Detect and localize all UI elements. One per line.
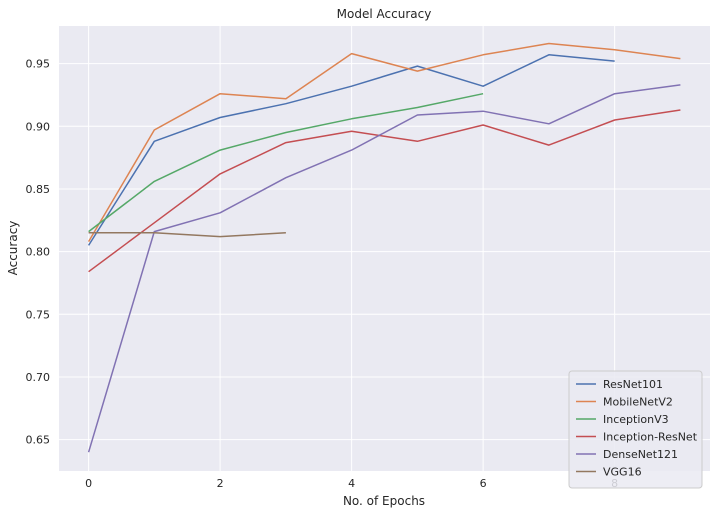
legend-label: ResNet101 [603,378,663,391]
x-tick-labels: 02468 [85,477,618,490]
series-line-inceptionv3 [88,92,484,233]
y-tick-label: 0.90 [26,120,51,133]
y-tick-label: 0.95 [26,58,51,71]
x-tick-label: 2 [217,477,224,490]
chart-title: Model Accuracy [337,7,432,21]
series-lines [87,42,681,453]
y-tick-label: 0.75 [26,308,51,321]
legend-label: VGG16 [603,466,642,479]
x-tick-label: 0 [85,477,92,490]
series-line-inception-resnet [88,109,681,273]
y-tick-label: 0.85 [26,183,51,196]
grid [59,26,710,471]
series-line-densenet121 [87,84,681,453]
y-tick-label: 0.70 [26,371,51,384]
y-axis-label: Accuracy [6,221,20,276]
x-axis-label: No. of Epochs [343,494,425,508]
y-tick-label: 0.80 [26,246,51,259]
y-tick-labels: 0.65 0.70 0.75 0.80 0.85 0.90 0.95 [26,58,51,447]
legend-label: InceptionV3 [603,413,669,426]
series-line-mobilenetv2 [87,42,681,242]
legend: ResNet101 MobileNetV2 InceptionV3 Inception… [568,370,703,489]
y-tick-label: 0.65 [26,434,51,447]
x-tick-label: 6 [480,477,487,490]
x-tick-label: 4 [348,477,355,490]
legend-label: Inception-ResNet [603,431,698,444]
series-line-resnet101 [87,54,615,246]
legend-label: DenseNet121 [603,448,678,461]
legend-box [568,370,703,489]
legend-label: MobileNetV2 [603,396,673,409]
series-line-vgg16 [88,232,286,238]
